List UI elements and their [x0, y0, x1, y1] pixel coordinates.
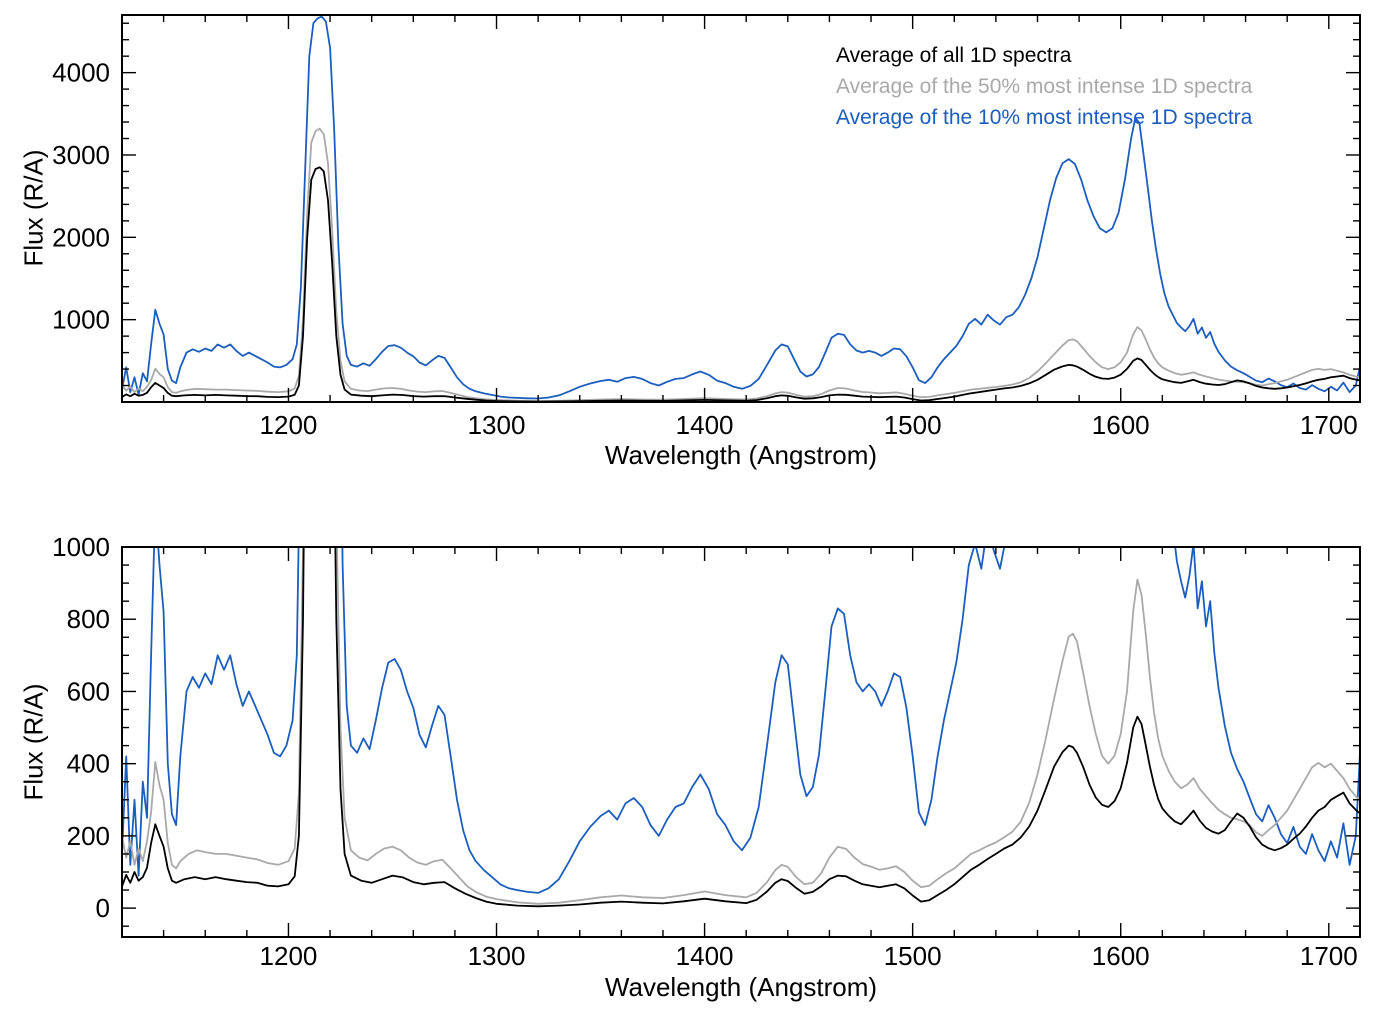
top-xaxis-label: Wavelength (Angstrom) — [604, 440, 878, 470]
y-tick-label: 1000 — [52, 305, 110, 335]
x-tick-label: 1700 — [1300, 941, 1358, 971]
x-tick-label: 1600 — [1092, 410, 1150, 440]
x-tick-label: 1600 — [1092, 941, 1150, 971]
x-tick-label: 1400 — [676, 941, 734, 971]
x-tick-label: 1500 — [884, 410, 942, 440]
bottom-spectrum-plot: 1200 1300 1400 1500 1600 1700 0 200 400 600 800 100… — [52, 532, 1361, 971]
axis-ticks — [121, 15, 1360, 403]
series-line-blue — [122, 15, 1360, 400]
series-line-blue — [122, 547, 1360, 894]
y-tick-label: 3000 — [52, 140, 110, 170]
series-line-gray — [122, 547, 1360, 905]
top-spectrum-plot: 1200 1300 1400 1500 1600 1700 1000 2000 3000 4000 — [52, 14, 1361, 440]
y-tick-label: 2000 — [52, 222, 110, 252]
bottom-yaxis-label: Flux (R/A) — [18, 683, 49, 801]
series-line-black — [122, 547, 1360, 908]
legend-item-10-percent-spectra: Average of the 10% most intense 1D spect… — [836, 106, 1253, 129]
y-tick-label: 200 — [67, 821, 110, 851]
plot-border — [121, 14, 1361, 403]
legend: Average of all 1D spectra Average of the… — [836, 40, 1252, 133]
x-tick-label: 1300 — [468, 410, 526, 440]
series-line-gray — [122, 127, 1360, 402]
y-tick-label: 1000 — [52, 532, 110, 562]
x-tick-label: 1400 — [676, 410, 734, 440]
y-tick-label: 400 — [67, 749, 110, 779]
axis-ticks — [121, 546, 1360, 937]
x-tick-label: 1200 — [260, 410, 318, 440]
series-lines — [122, 547, 1360, 908]
series-line-black — [122, 166, 1360, 402]
y-tick-label: 600 — [67, 676, 110, 706]
y-tick-label: 0 — [96, 893, 110, 923]
y-tick-label: 4000 — [52, 58, 110, 88]
legend-item-all-spectra: Average of all 1D spectra — [836, 44, 1072, 67]
tick-labels: 1200 1300 1400 1500 1600 1700 1000 2000 3000 4000 — [52, 58, 1358, 440]
x-tick-label: 1200 — [260, 941, 318, 971]
y-tick-label: 800 — [67, 604, 110, 634]
tick-labels: 1200 1300 1400 1500 1600 1700 0 200 400 600 800 100… — [52, 532, 1358, 971]
series-lines — [122, 15, 1360, 402]
x-tick-label: 1700 — [1300, 410, 1358, 440]
x-tick-label: 1300 — [468, 941, 526, 971]
legend-item-50-percent-spectra: Average of the 50% most intense 1D spect… — [836, 75, 1253, 98]
x-tick-label: 1500 — [884, 941, 942, 971]
bottom-xaxis-label: Wavelength (Angstrom) — [604, 972, 878, 1002]
plot-border — [121, 546, 1361, 938]
top-yaxis-label: Flux (R/A) — [18, 149, 49, 267]
